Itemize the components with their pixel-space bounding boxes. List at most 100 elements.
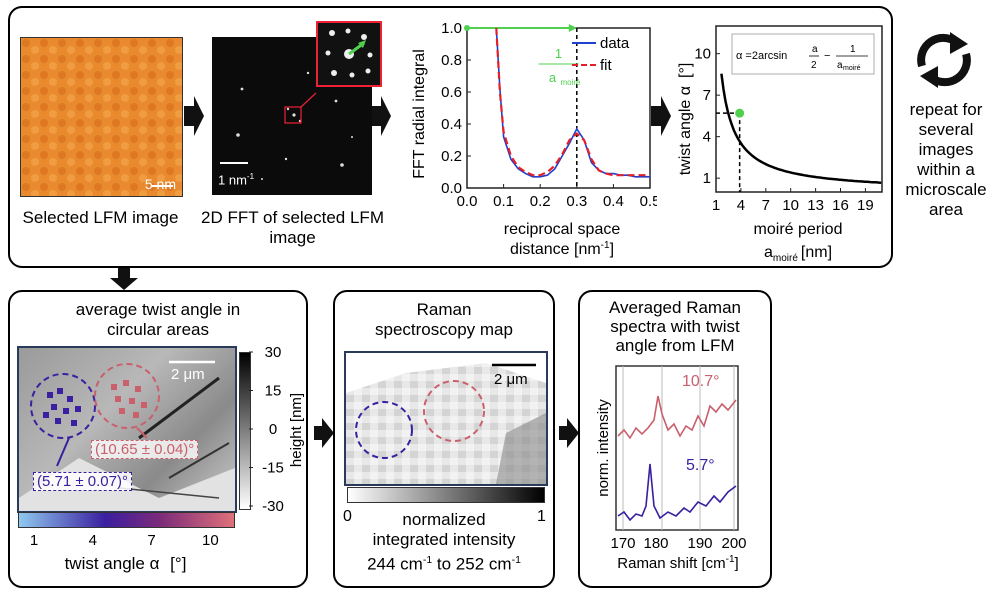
height-cbar-tick-label: 0 [269, 421, 277, 438]
panel3-title: Averaged Raman spectra with twist angle … [580, 298, 770, 355]
arrow-right-icon [651, 96, 671, 136]
tick-190: 190 [687, 535, 712, 552]
chart2-formula-minus: − [824, 50, 830, 62]
chart1-period-start [464, 25, 470, 31]
height-cbar-tick-label: 30 [265, 344, 282, 361]
lfm-height-map: 2 μm (10.65 ± 0.04)° (5.71 ± 0.07)° [17, 346, 237, 513]
raman-cbar-min: 0 [343, 508, 352, 525]
tick-170: 170 [610, 535, 635, 552]
twist-colorbar-ticks: 1 4 7 10 [30, 532, 219, 549]
spectrum-high [617, 395, 737, 440]
height-cbar-tick-label: 15 [265, 383, 282, 400]
chart2-formula-sub: moiré [843, 65, 861, 72]
chart1-ytick-label: 0.4 [441, 116, 462, 133]
raman-colorbar [347, 487, 545, 503]
chart1-ytick-label: 0.6 [441, 84, 462, 101]
arrow-right-icon [559, 418, 579, 448]
chart1-period-arrowhead [568, 24, 577, 32]
lfm-texture [21, 38, 182, 196]
chart2-ytick-label: 7 [703, 87, 711, 104]
raman-map-scalebar: 2 μm [494, 371, 528, 388]
chart2-curve [720, 73, 882, 184]
arrow-right-icon [184, 96, 204, 136]
chart1-annot-numerator: 1 [555, 46, 562, 61]
fft-scalebar-label: 1 nm-1 [218, 172, 255, 188]
chart2-xtick-label: 7 [762, 197, 770, 214]
tick-200: 200 [721, 535, 746, 552]
chart1-xtick-label: 0.4 [603, 193, 624, 210]
chart1-legend-fit: fit [600, 57, 613, 74]
chart1-xtick-label: 0.2 [530, 193, 551, 210]
chart2-formula-a: a [812, 44, 818, 55]
chart2-xtick-label: 10 [782, 197, 799, 214]
chart2-point [735, 108, 745, 118]
raman-range: 244 cm-1 to 252 cm-1 [367, 554, 521, 574]
lfm-scalebar-label: 5 nm [144, 176, 176, 192]
chart2-formula: α =2arcsin [736, 50, 787, 62]
chart2-xtick-label: 4 [737, 197, 745, 214]
raman-caption-line: normalized [402, 510, 486, 529]
repeat-line: repeat for [909, 100, 983, 119]
lfm-map-scalebar: 2 μm [171, 366, 205, 383]
height-colorbar [239, 352, 251, 510]
chart1-legend-data: data [600, 35, 630, 52]
raman-caption-line: integrated intensity [372, 530, 516, 549]
fft-caption: 2D FFT of selected LFM image [201, 208, 384, 247]
chart2-formula-1: 1 [850, 44, 856, 55]
repeat-text: repeat for several images within a micro… [895, 100, 997, 220]
arrow-right-icon [314, 418, 334, 448]
label-high-angle: (10.65 ± 0.04)° [91, 440, 199, 459]
chart1-annot-sub: moiré [560, 78, 581, 87]
chart2-xtick-label: 16 [832, 197, 849, 214]
repeat-line: within a [917, 160, 975, 179]
chart2-ytick-label: 4 [703, 129, 711, 146]
twist-cbar-tick-label: 1 [30, 532, 38, 549]
chart1-xtick-label: 0.0 [457, 193, 478, 210]
spectrum-low [617, 463, 737, 522]
panel1-title-line: average twist angle in [75, 300, 241, 319]
chart1-xtick-label: 0.3 [566, 193, 587, 210]
label-low-angle: (5.71 ± 0.07)° [33, 472, 132, 491]
arrow-down-icon [110, 268, 138, 290]
chart1-xtick-label: 0.5 [640, 193, 657, 210]
panel1-title: average twist angle in circular areas [10, 300, 306, 340]
chart2-frame [715, 25, 883, 193]
chart2-xtick-label: 1 [712, 197, 720, 214]
raman-map-caption: normalized integrated intensity 244 cm-1… [335, 510, 553, 575]
angle-low-label: 5.7° [686, 457, 715, 474]
height-colorbar-ticks: 30 15 0 -15 -30 height [nm] [249, 344, 305, 515]
raman-map: 2 μm [344, 351, 548, 486]
chart1-xlabel-line2: distance [nm-1] [510, 240, 614, 258]
raman-spectra-chart: 10.7° 5.7° norm. intensity 170 180 190 2… [595, 365, 747, 572]
repeat-line: images [918, 140, 974, 159]
chart1-series-fit [495, 27, 650, 177]
panel3-title-line: angle from LFM [615, 336, 735, 355]
raman-map-art [346, 363, 546, 484]
fft-spots [220, 71, 353, 180]
twist-colorbar [18, 512, 235, 528]
panel3-title-line: spectra with twist [610, 317, 740, 336]
chart1-ylabel: FFT radial integral [411, 49, 428, 179]
spectra-ylabel: norm. intensity [595, 399, 612, 497]
panel3-title-line: Averaged Raman [609, 298, 741, 317]
panel2-title-line: Raman [416, 300, 472, 319]
lfm-image: 5 nm [20, 37, 183, 197]
chart1-xlabel-line1: reciprocal space [504, 221, 621, 238]
repeat-line: area [928, 200, 964, 219]
chart2-formula-2: 2 [811, 60, 817, 71]
chart2-xlabel2: amoiré [nm] [764, 244, 832, 264]
twist-cbar-tick-label: 4 [89, 532, 97, 549]
chart1-ytick-label: 1.0 [441, 20, 462, 37]
chart2-formula-box [731, 33, 875, 75]
height-cbar-label: height [nm] [288, 393, 305, 467]
repeat-line: several [918, 120, 974, 139]
height-cbar-tick-label: -30 [262, 498, 284, 515]
tick-180: 180 [643, 535, 668, 552]
panel2-title-line: spectroscopy map [375, 320, 513, 339]
raman-cbar-max: 1 [537, 508, 546, 525]
chart2-xtick-label: 19 [857, 197, 874, 214]
chart2-formula-a2: a [837, 60, 843, 71]
chart2-ytick-label: 1 [703, 170, 711, 187]
chart1-ytick-label: 0.2 [441, 148, 462, 165]
